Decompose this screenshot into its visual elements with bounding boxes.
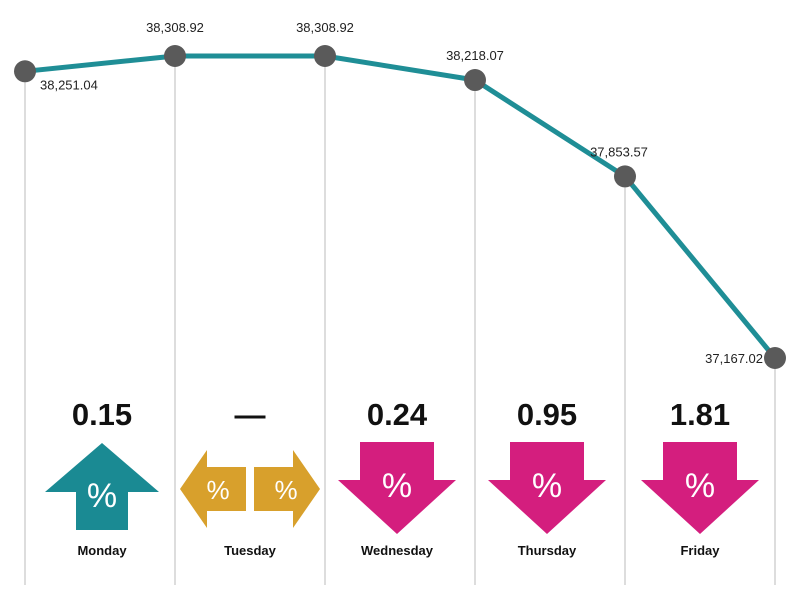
pct-change-wednesday: 0.24 <box>367 397 428 432</box>
pct-change-friday: 1.81 <box>670 397 730 432</box>
change-indicator-monday: 0.15% Monday <box>45 397 159 558</box>
percent-symbol: % <box>382 467 412 505</box>
percent-symbol: % <box>532 467 562 505</box>
data-label-friday: 37,167.02 <box>705 351 763 366</box>
data-label-monday: 38,308.92 <box>146 20 204 35</box>
up-arrow-icon <box>45 443 159 530</box>
data-point-tuesday <box>314 45 336 67</box>
down-arrow-icon <box>641 442 759 534</box>
vertical-guides <box>24 56 776 585</box>
data-point-friday <box>764 347 786 369</box>
change-indicator-wednesday: 0.24% Wednesday <box>338 397 456 558</box>
percent-symbol: % <box>685 467 715 505</box>
day-label-tuesday: Tuesday <box>224 543 277 558</box>
data-points <box>14 45 786 369</box>
pct-change-tuesday: — <box>235 397 266 432</box>
data-point-baseline <box>14 60 36 83</box>
data-label-baseline: 38,251.04 <box>40 77 98 92</box>
pct-change-monday: 0.15 <box>72 397 132 432</box>
data-point-wednesday <box>464 69 486 92</box>
percent-symbol-left: % <box>206 475 229 505</box>
day-label-thursday: Thursday <box>518 543 577 558</box>
right-arrow-icon <box>254 450 320 528</box>
index-series-line <box>24 53 777 360</box>
day-label-monday: Monday <box>77 543 127 558</box>
percent-symbol: % <box>87 477 117 515</box>
down-arrow-icon <box>338 442 456 534</box>
day-label-friday: Friday <box>680 543 720 558</box>
left-arrow-icon <box>180 450 246 528</box>
data-label-tuesday: 38,308.92 <box>296 20 354 35</box>
data-label-thursday: 37,853.57 <box>590 144 648 159</box>
change-indicator-tuesday: —% % Tuesday <box>180 397 320 558</box>
data-label-wednesday: 38,218.07 <box>446 48 504 63</box>
percent-symbol-right: % <box>274 475 297 505</box>
data-point-monday <box>164 45 186 67</box>
value-labels: 38,251.04 38,308.92 38,308.92 38,218.07 37,8… <box>40 20 763 366</box>
data-point-thursday <box>614 165 636 188</box>
day-label-wednesday: Wednesday <box>361 543 434 558</box>
daily-change-indicators: 0.15% Monday —% % Tuesday 0.24% Wednesday 0.95%… <box>45 397 759 558</box>
change-indicator-friday: 1.81% Friday <box>641 397 759 558</box>
down-arrow-icon <box>488 442 606 534</box>
pct-change-thursday: 0.95 <box>517 397 577 432</box>
change-indicator-thursday: 0.95% Thursday <box>488 397 606 558</box>
